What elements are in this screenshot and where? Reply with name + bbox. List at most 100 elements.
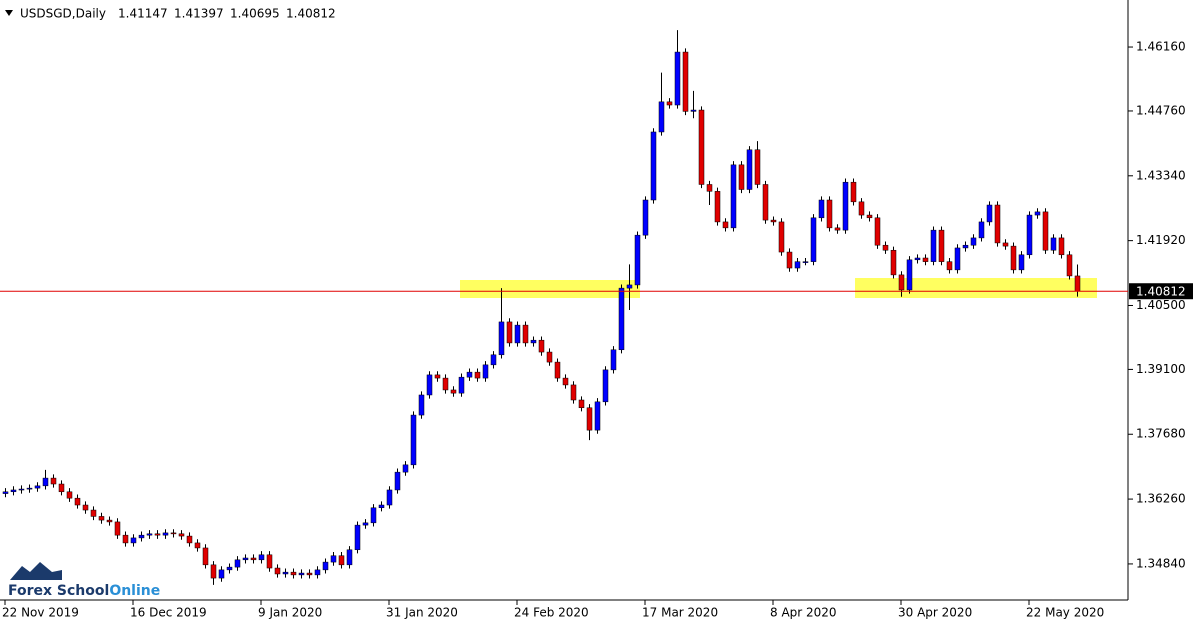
- y-tick-label: 1.41920: [1136, 233, 1186, 247]
- candle-body: [482, 364, 489, 379]
- candle-body: [490, 354, 497, 366]
- candle-body: [906, 259, 913, 291]
- candle-body: [738, 164, 745, 190]
- candle-body: [866, 214, 873, 219]
- candle-body: [530, 339, 537, 344]
- candle-body: [802, 261, 809, 263]
- x-tick-label: 16 Dec 2019: [130, 606, 207, 620]
- logo-icon: [10, 562, 62, 580]
- dropdown-icon: [5, 10, 13, 16]
- ohlc-high: 1.41397: [174, 7, 224, 21]
- candle-body: [2, 491, 9, 494]
- candle-body: [74, 497, 81, 506]
- candle-body: [946, 261, 953, 271]
- y-tick-label: 1.44760: [1136, 103, 1186, 117]
- candle-body: [1026, 214, 1033, 256]
- candle-body: [890, 249, 897, 276]
- candle-body: [922, 257, 929, 262]
- candle-body: [418, 394, 425, 416]
- x-tick-label: 22 May 2020: [1026, 606, 1104, 620]
- ohlc-open: 1.41147: [118, 7, 168, 21]
- y-tick-label: 1.36260: [1136, 492, 1186, 506]
- candle-body: [706, 184, 713, 192]
- candle-body: [658, 101, 665, 133]
- candle-body: [618, 287, 625, 351]
- ohlc-close: 1.40812: [286, 7, 336, 21]
- candle-body: [330, 555, 337, 563]
- candle-body: [442, 377, 449, 391]
- candle-body: [306, 572, 313, 576]
- candle-body: [634, 234, 641, 286]
- candle-body: [66, 491, 73, 499]
- candle-body: [466, 371, 473, 378]
- candle-body: [290, 571, 297, 576]
- x-tick-label: 24 Feb 2020: [514, 606, 589, 620]
- candle-body: [746, 149, 753, 190]
- ohlc-low: 1.40695: [230, 7, 280, 21]
- candle-body: [122, 534, 129, 544]
- candle-body: [914, 257, 921, 261]
- candle-body: [410, 414, 417, 466]
- logo-text: Forex SchoolOnline: [8, 583, 160, 599]
- candle-body: [898, 274, 905, 291]
- y-tick-label: 1.40500: [1136, 298, 1186, 312]
- candle-body: [82, 504, 89, 511]
- candle-body: [434, 374, 441, 379]
- candle-body: [778, 221, 785, 253]
- candle-body: [1034, 211, 1041, 216]
- candle-body: [314, 569, 321, 576]
- candle-body: [794, 261, 801, 269]
- candle-body: [346, 549, 353, 566]
- candle-body: [258, 554, 265, 561]
- candle-body: [162, 532, 169, 536]
- candle-body: [1066, 254, 1073, 277]
- candle-body: [90, 509, 97, 517]
- candle-body: [370, 507, 377, 524]
- y-tick-label: 1.34840: [1136, 556, 1186, 570]
- candle-body: [826, 199, 833, 229]
- candle-body: [554, 361, 561, 379]
- x-tick-label: 22 Nov 2019: [2, 606, 79, 620]
- candle-body: [498, 321, 505, 356]
- candle-body: [250, 557, 257, 561]
- candle-body: [754, 149, 761, 185]
- candle-body: [274, 567, 281, 575]
- candle-body: [594, 401, 601, 431]
- candle-body: [642, 199, 649, 236]
- candle-body: [170, 532, 177, 535]
- candle-body: [562, 377, 569, 386]
- candle-body: [538, 339, 545, 353]
- candle-body: [114, 521, 121, 536]
- candle-body: [402, 464, 409, 473]
- candle-body: [970, 237, 977, 246]
- candle-body: [234, 559, 241, 568]
- candle-body: [386, 489, 393, 506]
- candle-body: [458, 376, 465, 394]
- candle-body: [354, 524, 361, 551]
- candle-body: [698, 109, 705, 185]
- candle-body: [586, 407, 593, 431]
- zone-highlight: [460, 280, 640, 298]
- candle-body: [874, 217, 881, 246]
- candle-body: [146, 533, 153, 536]
- candle-body: [138, 534, 145, 539]
- candle-body: [810, 217, 817, 262]
- candle-body: [298, 572, 305, 576]
- candle-body: [818, 199, 825, 219]
- candle-body: [954, 247, 961, 271]
- candle-body: [474, 371, 481, 379]
- candle-body: [882, 244, 889, 251]
- candle-body: [762, 184, 769, 221]
- candle-body: [682, 51, 689, 112]
- candle-body: [1010, 245, 1017, 271]
- candle-body: [578, 399, 585, 409]
- logo-text-part: Online: [109, 583, 160, 599]
- y-tick-label: 1.43340: [1136, 168, 1186, 182]
- candle-body: [858, 201, 865, 216]
- candle-body: [514, 324, 521, 344]
- candle-body: [186, 535, 193, 544]
- candle-body: [194, 542, 201, 549]
- candle-body: [322, 561, 329, 571]
